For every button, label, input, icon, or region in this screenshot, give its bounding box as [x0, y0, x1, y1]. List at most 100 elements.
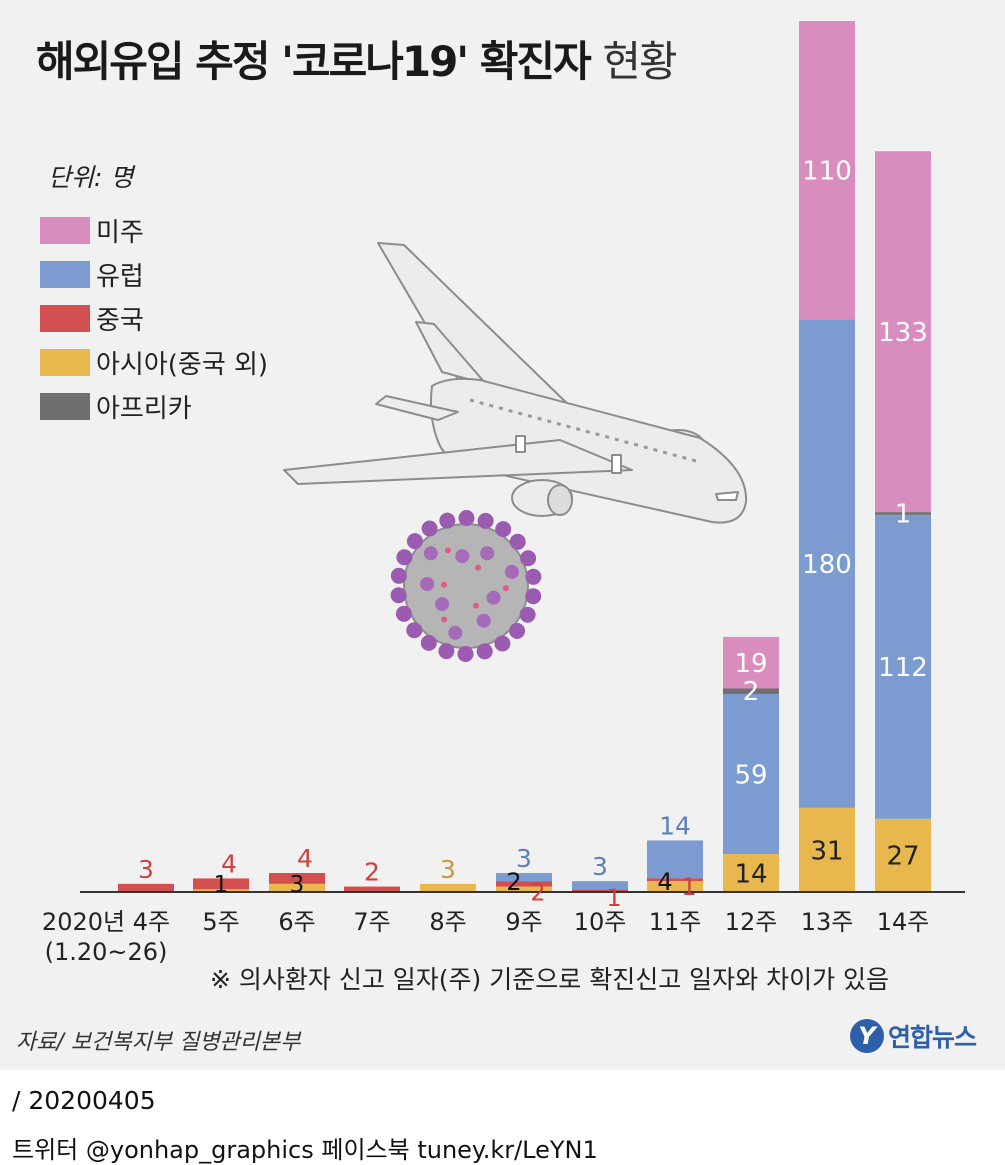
yonhap-logo-text: 연합뉴스	[888, 1023, 977, 1052]
bar-europe	[572, 881, 628, 890]
data-label-europe: 180	[802, 550, 852, 580]
airplane-door	[515, 435, 526, 453]
bar-europe	[496, 873, 552, 882]
legend-item-asia: 아시아(중국 외)	[40, 342, 268, 382]
virus-spike	[509, 622, 526, 639]
virus-surface-spike	[448, 625, 463, 640]
virus-spike	[494, 635, 511, 652]
virus-spike	[421, 520, 438, 537]
data-label-china: 1	[681, 873, 696, 901]
data-label-china: 4	[297, 844, 313, 873]
bar-china	[572, 889, 628, 892]
bar-asia	[723, 854, 779, 892]
x-tick-label: (1.20~26)	[45, 938, 168, 966]
data-label-asia: 1	[214, 872, 229, 898]
legend-swatch	[40, 348, 90, 376]
bar-asia	[420, 883, 476, 892]
x-tick-label: 8주	[429, 908, 466, 936]
x-tick-label: 7주	[353, 908, 390, 936]
data-label-americas: 133	[878, 318, 928, 348]
data-label-china: 3	[138, 855, 154, 884]
bar-asia	[647, 881, 703, 892]
data-label-europe: 3	[516, 844, 532, 873]
bars-layer	[118, 21, 931, 892]
data-label-asia: 27	[886, 842, 919, 872]
virus-protein-dot	[444, 547, 451, 554]
legend-item-europe: 유럽	[40, 254, 144, 294]
yonhap-logo-icon: Y	[850, 1019, 884, 1053]
bar-asia	[193, 889, 249, 892]
data-label-china: 2	[530, 879, 545, 907]
virus-protein-dot	[502, 585, 509, 592]
airplane-cockpit-window	[715, 491, 739, 501]
data-label-africa: 2	[743, 677, 760, 707]
bar-europe	[647, 840, 703, 879]
virus-spike	[396, 549, 413, 566]
data-label-asia: 31	[810, 836, 843, 866]
data-label-asia: 4	[657, 868, 672, 896]
bar-china	[193, 878, 249, 890]
legend-swatch	[40, 216, 90, 244]
legend-label: 아시아(중국 외)	[96, 349, 269, 380]
chart-area: 3 1 4 3 4 2 3 2 2 3 1 3 4 1 14 14 59 2 19 31 180 110 27 112 1 133…	[0, 0, 1005, 1070]
x-tick-label: 11주	[649, 908, 702, 936]
x-tick-label: 10주	[574, 908, 627, 936]
bar-africa	[875, 512, 931, 515]
virus-surface-spike	[455, 549, 470, 564]
virus-surface-spike	[504, 564, 519, 579]
legend-swatch	[40, 392, 90, 420]
legend-item-africa: 아프리카	[40, 386, 192, 426]
x-tick-label: 2020년 4주	[42, 908, 170, 936]
virus-spike	[520, 550, 537, 567]
title-suffix: 현황	[602, 37, 677, 86]
data-label-asia: 3	[290, 872, 305, 898]
data-label-americas: 19	[734, 649, 767, 679]
virus-spike	[458, 510, 475, 526]
x-tick-label: 12주	[725, 908, 778, 936]
virus-protein-dot	[475, 564, 481, 571]
bar-americas	[875, 151, 931, 513]
x-tick-label: 9주	[505, 908, 542, 936]
data-label-asia: 3	[440, 855, 456, 884]
title-main: 해외유입 추정 '코로나19' 확진자	[36, 37, 592, 86]
virus-surface-spike	[420, 577, 435, 591]
data-label-africa: 1	[895, 500, 912, 530]
bar-americas	[799, 21, 855, 320]
virus-surface-spike	[480, 546, 495, 561]
bar-china	[647, 878, 703, 882]
x-tick-label: 5주	[202, 908, 239, 936]
virus-spike	[438, 643, 455, 660]
virus-spike	[476, 643, 493, 660]
virus-spike	[495, 521, 512, 538]
social-links: 트위터 @yonhap_graphics 페이스북 tuney.kr/LeYN1	[12, 1136, 598, 1164]
legend-swatch	[40, 304, 90, 332]
bar-europe	[875, 514, 931, 819]
airplane-tail-stabilizer	[375, 395, 459, 421]
virus-spike	[390, 567, 407, 584]
airplane-near-wing	[283, 439, 633, 485]
virus-protein-dot	[473, 602, 479, 609]
bar-china	[269, 873, 325, 884]
bar-asia	[496, 886, 552, 892]
x-tick-labels: 2020년 4주(1.20~26) 5주 6주 7주 8주 9주 10주 11주 12주 13주 1…	[42, 908, 929, 966]
data-label-china: 2	[364, 858, 380, 887]
publish-date: / 20200405	[12, 1086, 156, 1115]
virus-spike	[525, 588, 542, 605]
airplane-fuselage	[430, 377, 748, 524]
virus-spike	[406, 533, 423, 550]
bar-asia	[875, 818, 931, 892]
virus-spike	[406, 622, 423, 639]
bar-africa	[723, 688, 779, 694]
airplane-near-engine-intake	[547, 484, 573, 516]
coronavirus-illustration	[390, 510, 542, 662]
virus-surface-spike	[423, 546, 438, 561]
x-tick-label: 13주	[801, 908, 854, 936]
data-label-china: 4	[221, 849, 237, 878]
virus-spike	[420, 634, 437, 651]
bar-china	[118, 883, 174, 892]
legend-swatch	[40, 260, 90, 288]
data-label-asia: 14	[734, 859, 767, 889]
legend-label: 미주	[96, 217, 144, 248]
